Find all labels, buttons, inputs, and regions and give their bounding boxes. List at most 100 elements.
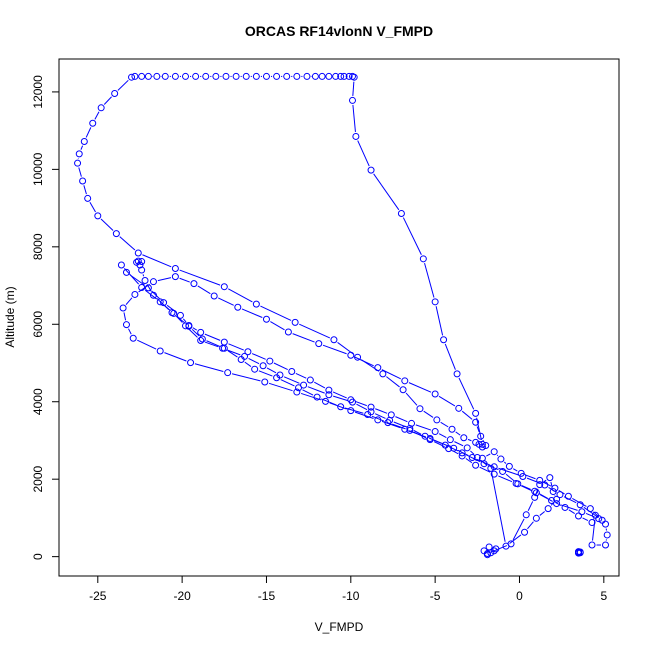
data-point: [325, 391, 333, 399]
data-point: [448, 425, 456, 433]
series-segment: [434, 439, 450, 447]
data-point: [472, 438, 480, 446]
data-point: [138, 72, 146, 80]
data-point: [588, 541, 596, 549]
series-segment: [142, 254, 172, 268]
series-segment: [302, 389, 314, 396]
series-segment: [80, 145, 84, 150]
data-point: [522, 511, 530, 519]
x-axis-label: V_FMPD: [315, 620, 364, 634]
series-segment: [94, 111, 100, 120]
series-segment: [505, 473, 515, 482]
series-segment: [119, 236, 136, 251]
series-segment: [204, 341, 219, 348]
x-tick-label: 5: [600, 589, 607, 603]
data-point: [94, 212, 102, 220]
data-point: [576, 501, 584, 509]
x-tick-label: -20: [173, 589, 191, 603]
data-point: [345, 72, 353, 80]
data-point: [575, 548, 583, 556]
data-point: [453, 370, 461, 378]
series-segment: [307, 386, 325, 394]
data-point: [541, 481, 549, 489]
series-segment: [283, 376, 300, 384]
series-segment: [352, 104, 356, 133]
series-segment: [280, 379, 295, 387]
data-point: [478, 440, 486, 448]
data-point: [397, 210, 405, 218]
data-point: [198, 335, 206, 343]
series-segment: [560, 504, 578, 511]
data-point: [244, 348, 252, 356]
series-segment: [85, 127, 92, 138]
series-segment: [527, 521, 534, 530]
data-point: [532, 514, 540, 522]
series-segment: [128, 328, 132, 335]
data-point: [131, 72, 139, 80]
series-segment: [260, 305, 292, 321]
y-tick-label: 8000: [31, 233, 45, 260]
data-point: [153, 72, 161, 80]
data-point: [490, 470, 498, 478]
data-point: [220, 338, 228, 346]
data-point: [431, 428, 439, 436]
data-point: [553, 500, 561, 508]
series-segment: [227, 350, 238, 358]
data-point: [306, 376, 314, 384]
data-point: [122, 268, 130, 276]
series-segment: [314, 381, 326, 389]
data-point: [117, 261, 125, 269]
data-point: [149, 278, 157, 286]
data-point: [202, 72, 210, 80]
data-point: [603, 531, 611, 539]
data-point: [416, 405, 424, 413]
data-point: [478, 443, 486, 451]
series-segment: [241, 308, 263, 318]
data-point: [197, 328, 205, 336]
data-point: [549, 488, 557, 496]
series-segment: [100, 218, 114, 231]
series-segment: [204, 333, 221, 341]
series-segment: [585, 512, 595, 518]
data-point: [284, 328, 292, 336]
series-segment: [583, 506, 599, 519]
data-point: [551, 484, 559, 492]
series-segment: [503, 461, 507, 464]
series-segment: [375, 408, 388, 414]
data-point: [295, 384, 303, 392]
data-point: [352, 132, 360, 140]
data-point: [575, 512, 583, 520]
series-segment: [231, 373, 261, 382]
y-tick-label: 10000: [31, 152, 45, 186]
data-point: [354, 353, 362, 361]
data-point: [340, 72, 348, 80]
series-segment: [292, 333, 315, 343]
data-point: [252, 300, 260, 308]
series-segment: [228, 343, 244, 351]
series-segment: [568, 509, 575, 514]
data-point: [224, 369, 232, 377]
data-point: [171, 72, 179, 80]
data-point: [472, 461, 480, 469]
series-segment: [179, 277, 190, 283]
data-point: [293, 72, 301, 80]
data-point: [171, 273, 179, 281]
data-point: [546, 474, 554, 482]
data-point: [251, 365, 259, 373]
series-segment: [413, 430, 422, 435]
series-segment: [354, 400, 367, 407]
data-point: [79, 177, 87, 185]
series-segment: [371, 415, 384, 422]
data-point: [161, 72, 169, 80]
data-point: [521, 528, 529, 536]
data-point: [408, 419, 416, 427]
series-segment: [206, 340, 221, 347]
series-segment: [117, 79, 129, 91]
series-segment: [138, 283, 151, 293]
series-segment: [512, 468, 518, 472]
data-point: [483, 550, 491, 558]
series-segment: [157, 277, 172, 282]
data-point: [131, 290, 139, 298]
series-segment: [476, 417, 482, 441]
series-segment: [526, 477, 541, 484]
